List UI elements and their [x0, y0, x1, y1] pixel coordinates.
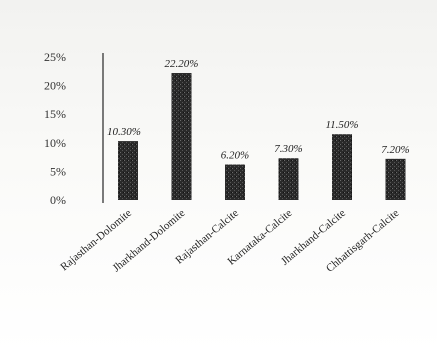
bar — [278, 158, 299, 200]
bar — [171, 73, 192, 200]
data-label: 11.50% — [325, 119, 358, 131]
y-tick-label: 20% — [44, 79, 66, 93]
bar — [332, 134, 352, 200]
y-tick-label: 5% — [50, 164, 66, 178]
data-label: 10.30% — [107, 126, 141, 138]
data-label: 22.20% — [165, 58, 199, 70]
bar — [225, 164, 245, 200]
data-label: 7.30% — [274, 143, 302, 155]
y-tick-label: 10% — [44, 136, 66, 150]
y-tick-label: 25% — [44, 50, 66, 64]
bar — [385, 158, 406, 200]
y-tick-label: 15% — [44, 107, 66, 121]
data-label: 6.20% — [221, 150, 249, 162]
y-tick-label: 0% — [50, 193, 66, 207]
bar — [118, 141, 138, 200]
data-label: 7.20% — [381, 144, 409, 156]
